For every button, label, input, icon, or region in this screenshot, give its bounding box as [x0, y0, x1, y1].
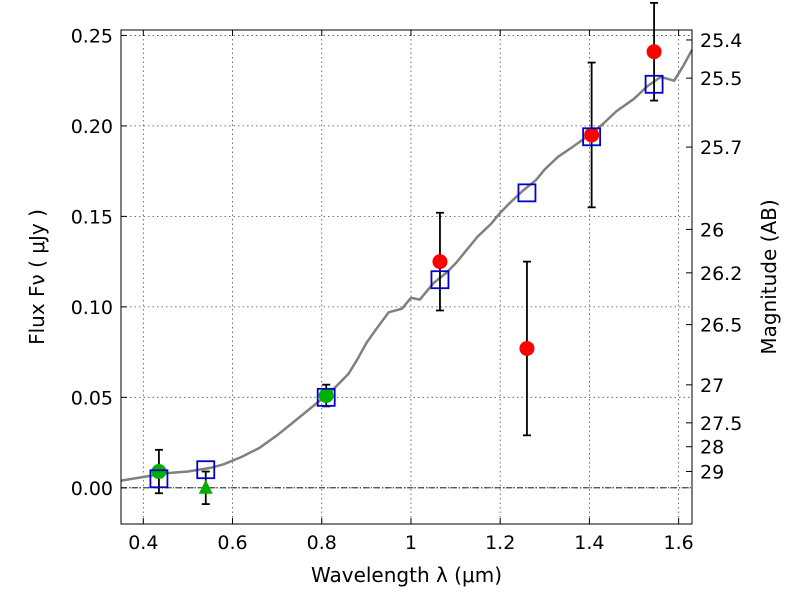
x-tick-label: 1.6: [664, 532, 694, 554]
data-point: [584, 127, 600, 143]
data-point: [432, 254, 448, 270]
right-tick-label: 29: [700, 462, 724, 484]
model-flux-square: [644, 74, 664, 94]
right-tick-label: 28: [700, 437, 724, 459]
y-tick-label: 0.15: [71, 206, 113, 228]
y-tick-label: 0.20: [71, 116, 113, 138]
right-tick-label: 26: [700, 219, 724, 241]
right-tick-label: 27: [700, 375, 724, 397]
y-axis-title: Flux Fν ( μJy ): [25, 209, 49, 345]
right-tick-label: 25.5: [700, 68, 742, 90]
y-tick-label: 0.05: [71, 387, 113, 409]
model-flux-square: [582, 127, 602, 147]
data-point: [519, 340, 535, 356]
x-tick-label: 1.4: [574, 532, 604, 554]
model-flux-square: [149, 469, 169, 489]
model-flux-square: [196, 460, 216, 480]
right-tick-label: 25.7: [700, 137, 742, 159]
model-spectrum-line: [120, 49, 694, 482]
right-tick-label: 27.5: [700, 413, 742, 435]
model-flux-square: [517, 183, 537, 203]
grid-lines: [121, 30, 692, 524]
y-tick-label: 0.10: [71, 297, 113, 319]
model-flux-square: [316, 387, 336, 407]
model-flux-square: [430, 270, 450, 290]
data-point: [151, 464, 167, 480]
x-tick-label: 0.6: [217, 532, 247, 554]
right-tick-label: 26.5: [700, 315, 742, 337]
x-axis-title: Wavelength λ (μm): [311, 563, 502, 587]
y-tick-label: 0.25: [71, 25, 113, 47]
plot-frame: [120, 29, 693, 525]
axis-ticks: 0.4 0.6 0.8 1 1.2 1.4 1.6 0.00 0.05 0.10 0.15 0.20 0…: [71, 25, 743, 554]
right-tick-label: 25.4: [700, 30, 742, 52]
data-point: [318, 388, 334, 404]
right-tick-label: 26.2: [700, 263, 742, 285]
upper-limit-triangle: [198, 479, 213, 494]
data-point: [646, 44, 662, 60]
y-tick-label: 0.00: [71, 478, 113, 500]
right-axis-title: Magnitude (AB): [757, 199, 781, 354]
data-layer: [120, 1, 694, 505]
x-tick-label: 1.2: [485, 532, 515, 554]
x-tick-label: 0.4: [128, 532, 158, 554]
x-tick-label: 0.8: [307, 532, 337, 554]
x-tick-label: 1: [405, 532, 417, 554]
